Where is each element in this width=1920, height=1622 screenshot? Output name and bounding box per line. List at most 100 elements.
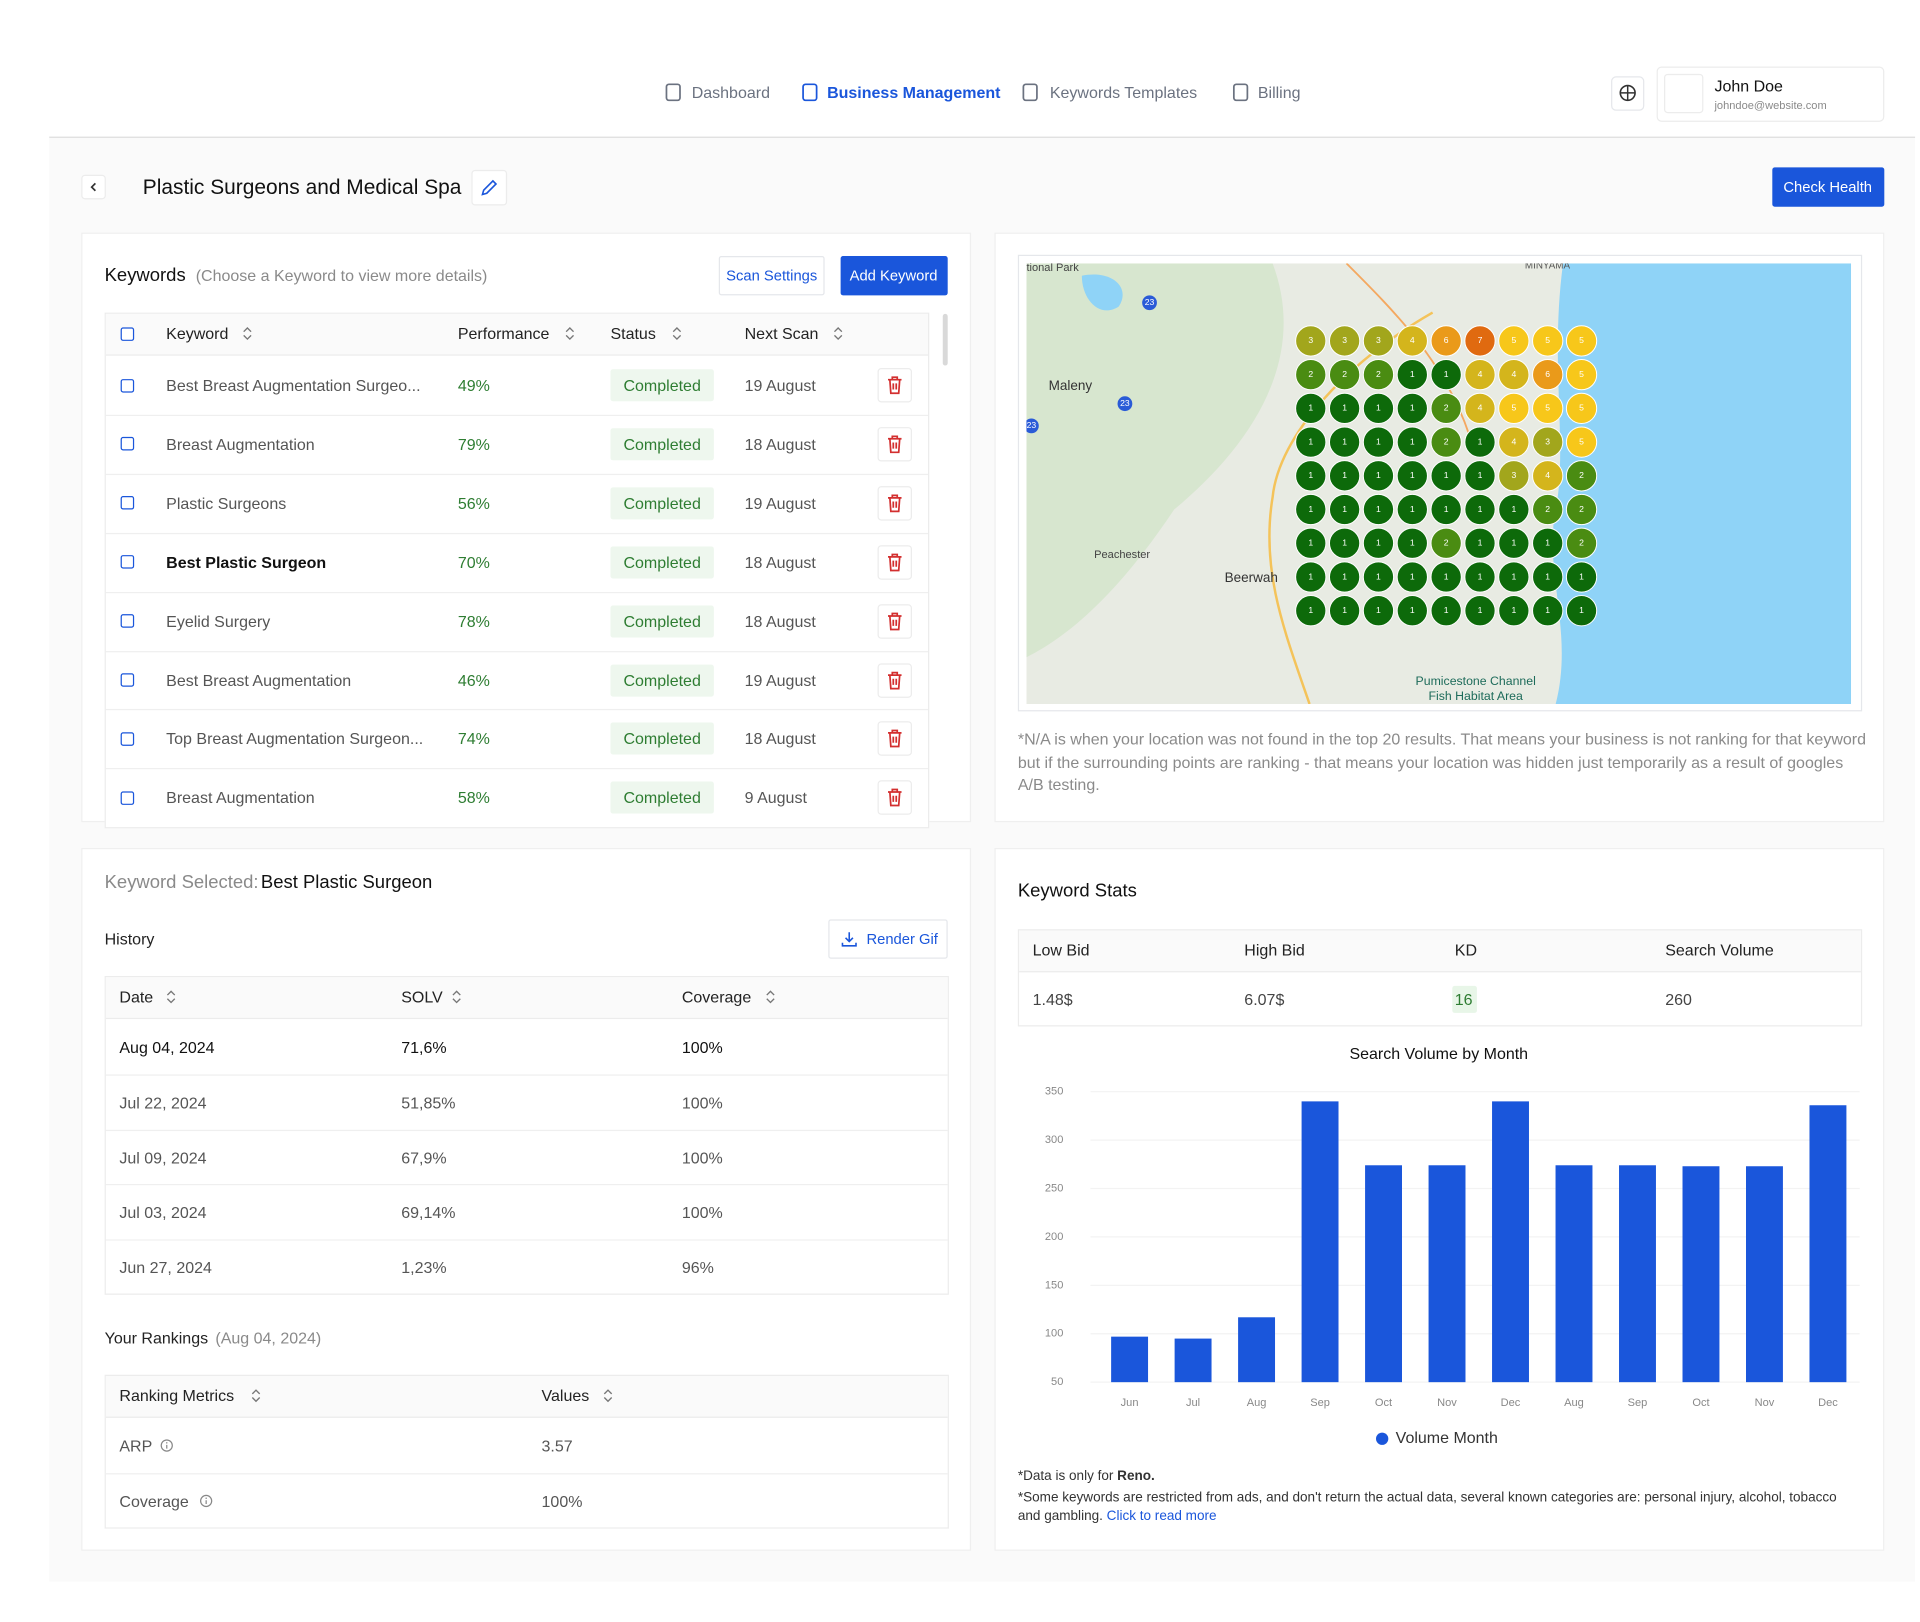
rank-point	[1498, 325, 1530, 357]
rank-label: 5	[1579, 403, 1584, 413]
rank-label: 1	[1444, 571, 1449, 581]
scan-settings-label[interactable]: Scan Settings	[726, 267, 818, 285]
map-label: Beerwah	[1225, 570, 1278, 585]
checkbox[interactable]	[120, 437, 135, 451]
checkbox[interactable]	[120, 555, 135, 569]
checkbox[interactable]	[120, 378, 135, 392]
road-shield	[1026, 418, 1039, 434]
sort-icon[interactable]	[833, 326, 843, 341]
checkbox[interactable]	[120, 326, 135, 341]
read-more-link[interactable]: Click to read more	[1102, 1508, 1217, 1524]
rank-label: 1	[1545, 571, 1550, 581]
keyword-name[interactable]: Best Breast Augmentation	[166, 670, 352, 690]
bar	[1428, 1165, 1466, 1383]
keyword-name[interactable]: Best Plastic Surgeon	[166, 552, 327, 572]
rank-point	[1565, 359, 1598, 391]
delete-button[interactable]	[877, 721, 912, 757]
rank-point	[1498, 392, 1530, 424]
sort-icon[interactable]	[672, 326, 682, 341]
sort-icon[interactable]	[565, 326, 575, 341]
status-badge	[610, 428, 714, 461]
column-header[interactable]: Date	[119, 987, 154, 1007]
column-header[interactable]: Keyword	[166, 324, 229, 343]
column-header: High Bid	[1244, 940, 1305, 960]
column-header[interactable]: SOLV	[401, 987, 443, 1007]
delete-button[interactable]	[877, 544, 912, 580]
sort-icon[interactable]	[452, 990, 462, 1005]
rankings-date: (Aug 04, 2024)	[215, 1328, 322, 1348]
rank-label: 1	[1376, 605, 1381, 615]
keyword-name[interactable]: Eyelid Surgery	[166, 611, 271, 631]
sort-icon[interactable]	[766, 990, 776, 1005]
back-button[interactable]	[81, 174, 106, 200]
keyword-name[interactable]: Plastic Surgeons	[166, 493, 287, 513]
keyword-name[interactable]: Best Breast Augmentation Surgeo...	[166, 375, 421, 395]
keyword-name[interactable]: Breast Augmentation	[166, 434, 315, 454]
nav-icon	[1022, 83, 1038, 102]
performance: 74%	[457, 729, 490, 749]
rank-label: 1	[1478, 538, 1483, 548]
rank-point	[1498, 493, 1530, 526]
status-badge	[610, 487, 714, 520]
delete-button[interactable]	[877, 603, 912, 639]
edit-button[interactable]	[471, 169, 508, 206]
sort-icon[interactable]	[251, 1388, 261, 1403]
column-header[interactable]: Coverage	[681, 987, 752, 1007]
rank-point	[1362, 325, 1395, 357]
rank-label: 2	[1545, 504, 1550, 514]
trash-icon	[887, 553, 902, 571]
delete-button[interactable]	[877, 367, 912, 403]
rank-label: 1	[1308, 403, 1313, 413]
performance: 58%	[457, 788, 490, 808]
delete-button[interactable]	[877, 662, 912, 698]
performance: 49%	[457, 375, 490, 395]
rank-label: 1	[1444, 605, 1449, 615]
checkbox[interactable]	[120, 732, 135, 746]
rank-label: 1	[1511, 605, 1516, 615]
rank-point	[1532, 595, 1564, 627]
render-gif-label[interactable]: Render Gif	[866, 930, 938, 948]
performance: 78%	[457, 611, 490, 631]
checkbox[interactable]	[120, 791, 135, 805]
nav-item[interactable]: Keywords Templates	[1049, 83, 1198, 102]
column-header[interactable]: Next Scan	[744, 324, 819, 343]
rank-point	[1328, 460, 1361, 492]
delete-button[interactable]	[877, 485, 912, 521]
keyword-name[interactable]: Top Breast Augmentation Surgeon...	[166, 729, 424, 749]
rank-point	[1498, 359, 1530, 391]
check-health-label[interactable]: Check Health	[1783, 178, 1873, 196]
sort-icon[interactable]	[242, 326, 252, 341]
rank-point	[1396, 493, 1428, 526]
rank-label: 1	[1410, 470, 1415, 480]
scan-settings-button[interactable]	[718, 255, 825, 296]
column-header[interactable]: Status	[610, 324, 656, 343]
delete-button[interactable]	[877, 780, 912, 816]
nav-item[interactable]: Dashboard	[691, 83, 770, 102]
rank-label: 1	[1410, 571, 1415, 581]
info-icon[interactable]	[199, 1494, 213, 1508]
rank-point	[1532, 392, 1564, 424]
checkbox[interactable]	[120, 614, 135, 628]
checkbox[interactable]	[120, 496, 135, 510]
column-header[interactable]: Values	[541, 1386, 590, 1405]
add-keyword-label[interactable]: Add Keyword	[849, 267, 938, 285]
info-icon[interactable]	[160, 1439, 174, 1453]
column-header[interactable]: Performance	[457, 324, 550, 343]
rank-label: 4	[1478, 369, 1483, 379]
next-scan: 9 August	[744, 788, 807, 808]
nav-item[interactable]: Billing	[1257, 83, 1301, 102]
rank-label: 1	[1308, 504, 1313, 514]
check-health-button[interactable]	[1772, 167, 1885, 207]
sort-icon[interactable]	[603, 1388, 613, 1403]
sort-icon[interactable]	[166, 990, 176, 1005]
checkbox[interactable]	[120, 673, 135, 687]
add-keyword-button[interactable]	[840, 255, 948, 296]
nav-item[interactable]: Business Management	[827, 83, 1001, 102]
column-header[interactable]: Ranking Metrics	[119, 1386, 235, 1405]
delete-button[interactable]	[877, 426, 912, 462]
keyword-name[interactable]: Breast Augmentation	[166, 788, 315, 808]
render-gif-button[interactable]	[828, 919, 948, 959]
rank-label: 7	[1478, 335, 1483, 345]
footnote-restricted: *Some keywords are restricted from ads, …	[1017, 1490, 1837, 1524]
bar	[1365, 1165, 1402, 1383]
